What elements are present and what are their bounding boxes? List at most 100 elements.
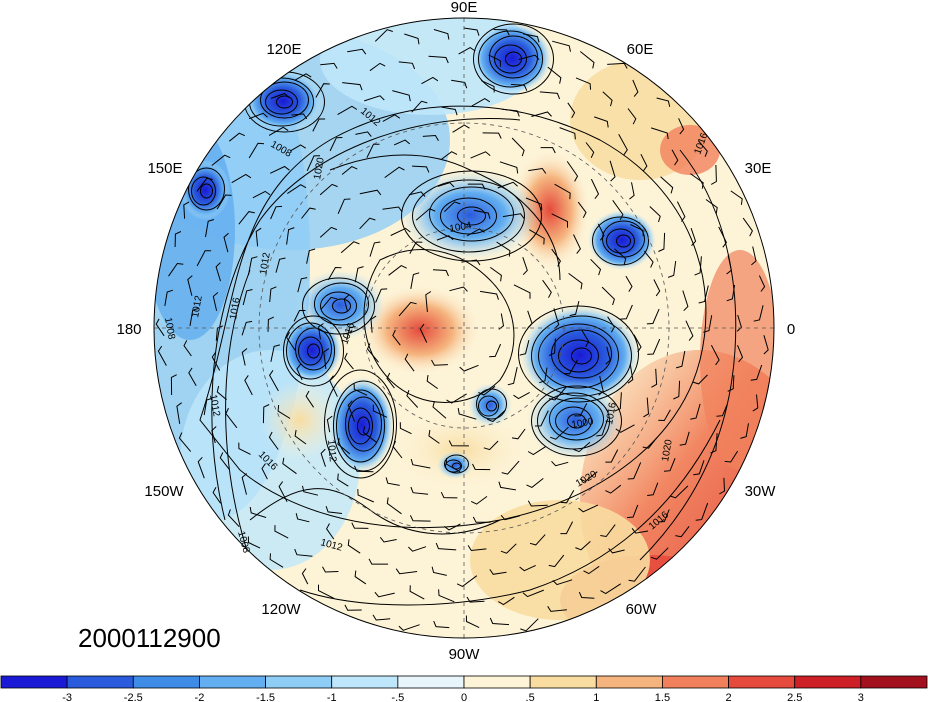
wind-barb (398, 61, 416, 70)
wind-barb (539, 367, 548, 384)
wind-barb (547, 66, 562, 84)
wind-barb (560, 521, 574, 535)
wind-barb (472, 516, 491, 523)
isobar-ring (518, 305, 639, 403)
wind-barb (685, 320, 694, 341)
wind-barb (643, 397, 650, 418)
wind-barb (467, 545, 487, 552)
wind-barb (551, 213, 568, 228)
wind-barb (594, 116, 609, 128)
isobar-label: 1020 (660, 438, 675, 462)
wind-barb (404, 33, 420, 45)
wind-barb (211, 351, 221, 371)
wind-barb (168, 262, 184, 277)
wind-barb (410, 272, 420, 289)
wind-barb (554, 183, 571, 200)
wind-barb (354, 266, 364, 283)
wind-barb (390, 227, 411, 236)
wind-barb (329, 137, 343, 152)
wind-barb (642, 436, 658, 449)
isobar-ring (324, 369, 397, 479)
colorbar: -3 -2.5 -2 -1.5 -1 -.5 0 .5 1 1.5 2 2.5 3 (0, 675, 928, 702)
wind-barb (574, 403, 588, 417)
wind-barb (384, 166, 405, 179)
wind-barb (410, 458, 431, 469)
colorbar-swatch (0, 675, 68, 689)
wind-barb (297, 277, 308, 293)
isobar-ring (616, 234, 631, 248)
wind-barb (215, 325, 224, 341)
colorbar-swatch (463, 675, 531, 689)
wind-barb (466, 596, 485, 603)
wind-barb (247, 256, 258, 276)
wind-barb (375, 288, 388, 303)
wind-barb (690, 228, 697, 246)
wind-barb (196, 250, 212, 267)
wind-barb (368, 558, 389, 565)
isobar-ring (295, 327, 332, 371)
isobar-ring (494, 44, 527, 74)
wind-barb (437, 182, 455, 188)
wind-barb (548, 338, 556, 356)
isobar-ring (549, 397, 604, 441)
wind-barb (219, 452, 230, 471)
wind-barb (398, 624, 420, 631)
isobar-ring (452, 462, 461, 470)
wind-barb (344, 352, 354, 370)
wind-barb (354, 570, 367, 585)
wind-barb (528, 167, 547, 174)
wind-barbs (155, 27, 769, 632)
wind-barb (428, 429, 440, 444)
isobar-ring (320, 291, 357, 321)
wind-barb (737, 345, 744, 363)
wind-barb (457, 408, 477, 420)
wind-barb (329, 375, 338, 397)
wind-barb (579, 471, 598, 482)
wind-barb (268, 431, 279, 450)
wind-barb (581, 330, 590, 347)
wind-barb (337, 198, 351, 214)
colorbar-label: -1 (327, 692, 337, 702)
wind-barb (551, 460, 569, 467)
isobar-label: 1016 (228, 296, 243, 320)
wind-barb (518, 54, 540, 61)
isobar-ring (457, 206, 486, 226)
wind-barb (301, 207, 316, 219)
wind-barb (740, 423, 749, 439)
wind-barb (523, 33, 540, 43)
wind-barb (583, 565, 600, 575)
wind-barb (656, 97, 671, 107)
wind-barb (605, 449, 619, 463)
isobar-ring (276, 95, 293, 109)
wind-barb (451, 79, 468, 89)
wind-barb (325, 506, 343, 514)
isobar-label: 1008 (162, 317, 177, 341)
lon-label-90e: 90E (451, 0, 478, 16)
wind-barb (351, 522, 369, 529)
isobar-ring (260, 81, 309, 119)
wind-barb (667, 261, 677, 278)
wind-barb (425, 291, 432, 312)
wind-barb (326, 415, 333, 433)
wind-barb (164, 289, 174, 306)
wind-barb (436, 235, 454, 241)
wind-barb (467, 183, 486, 190)
wind-barb (614, 248, 627, 265)
wind-barb (507, 366, 518, 386)
wind-barb (480, 80, 495, 93)
wind-barb (379, 536, 397, 543)
wind-barb (601, 286, 615, 306)
wind-barb (600, 524, 616, 538)
isobar-ring (200, 183, 213, 199)
wind-barb (347, 400, 355, 422)
wind-barb (189, 307, 199, 326)
wind-barb (355, 131, 372, 137)
wind-barb (502, 213, 525, 219)
wind-barb (440, 491, 458, 499)
isobar-label: 1004 (449, 220, 473, 235)
wind-barb (542, 279, 552, 298)
wind-barb (242, 289, 253, 306)
wind-barb (550, 426, 569, 440)
wind-barb (366, 143, 380, 158)
wind-barb (347, 539, 361, 554)
